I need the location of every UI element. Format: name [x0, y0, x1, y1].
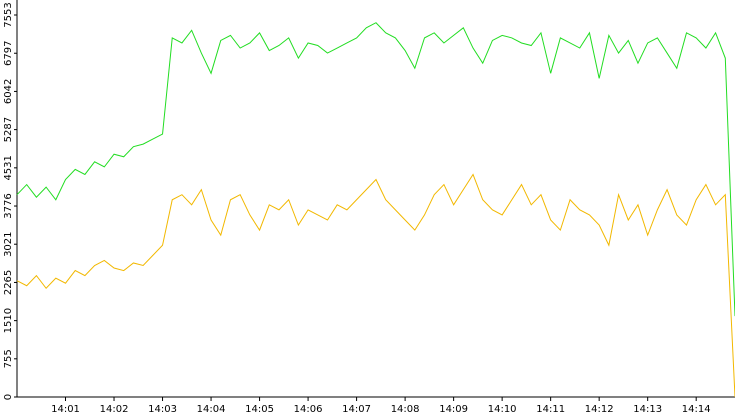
x-tick-label: 14:07 [342, 404, 371, 415]
y-tick-label: 6042 [3, 79, 14, 104]
x-tick-label: 14:06 [294, 404, 323, 415]
x-tick-label: 14:08 [391, 404, 420, 415]
x-tick-label: 14:03 [148, 404, 177, 415]
x-tick-label: 14:13 [633, 404, 662, 415]
y-tick-label: 3776 [3, 193, 14, 218]
x-tick-label: 14:09 [439, 404, 468, 415]
x-tick-label: 14:05 [245, 404, 274, 415]
y-tick-label: 755 [3, 349, 14, 368]
x-tick-label: 14:04 [197, 404, 226, 415]
y-tick-label: 6797 [3, 41, 14, 66]
x-tick-label: 14:01 [51, 404, 80, 415]
y-tick-label: 0 [3, 394, 14, 400]
y-tick-label: 4531 [3, 155, 14, 180]
x-tick-label: 14:02 [100, 404, 129, 415]
x-tick-label: 14:14 [682, 404, 711, 415]
y-tick-label: 5287 [3, 117, 14, 142]
y-tick-label: 1510 [3, 308, 14, 333]
series-line [16, 22, 735, 317]
y-tick-label: 3021 [3, 231, 14, 256]
series-line [16, 173, 735, 398]
x-tick-label: 14:10 [488, 404, 517, 415]
x-tick-label: 14:11 [536, 404, 565, 415]
y-tick-label: 2265 [3, 270, 14, 295]
x-tick-label: 14:12 [585, 404, 614, 415]
y-tick-label: 7553 [3, 2, 14, 27]
